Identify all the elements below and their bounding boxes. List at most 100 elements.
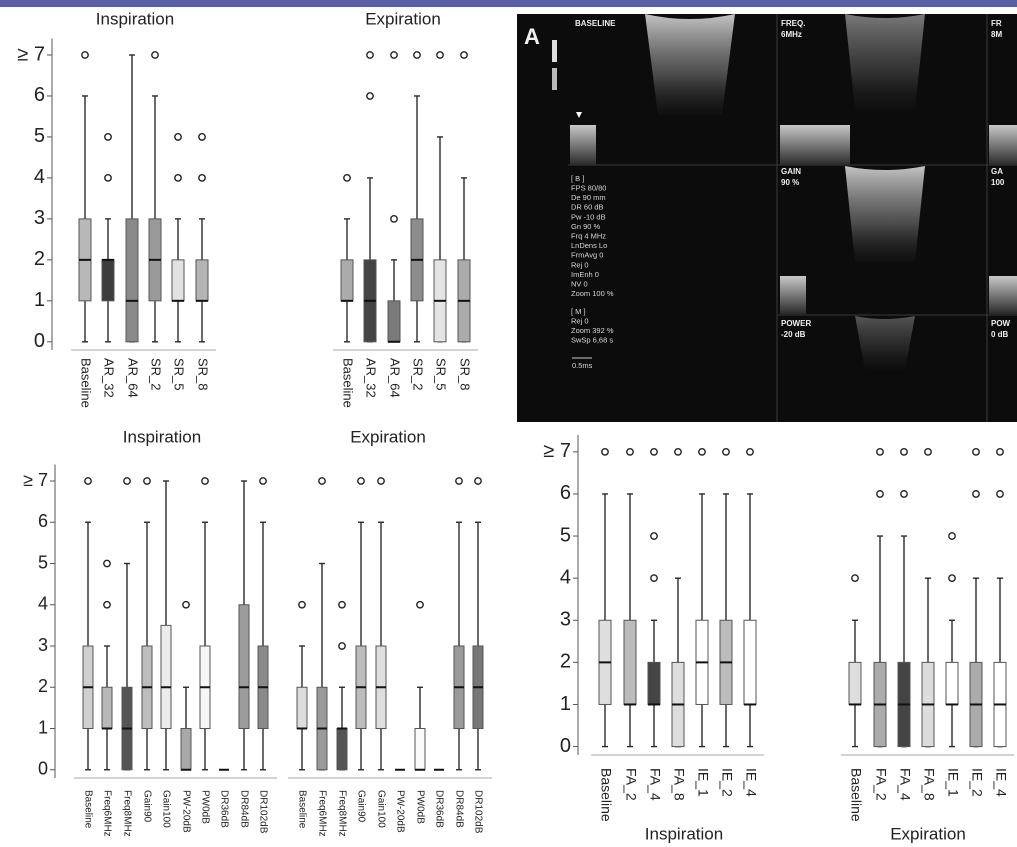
tile-setting: 90 % [781,178,799,187]
outlier [367,52,373,58]
y-tick-label: ≥ 7 [543,440,571,462]
y-tick-label: 4 [34,166,45,188]
outlier [82,52,88,58]
x-tick-label: Gain100 [160,790,171,828]
outlier [391,52,397,58]
outlier [475,478,481,484]
x-tick-label: FA_4 [647,768,663,801]
y-tick-label: 2 [38,676,48,696]
outlier [414,52,420,58]
y-tick-label: 1 [38,717,48,737]
x-tick-label: SR_2 [411,358,426,391]
param-line: Frq 4 MHz [571,231,606,240]
param-line: FPS 80/80 [571,183,606,192]
group-title: Expiration [890,824,966,843]
param-line: Gn 90 % [571,222,601,231]
outlier [651,575,657,581]
outlier [877,491,883,497]
tile-title: FR [991,19,1002,28]
x-tick-label: PW0dB [414,790,425,824]
y-tick-label: 0 [560,735,571,757]
x-tick-label: Baseline [82,790,93,829]
outlier [175,175,181,181]
outlier [183,602,189,608]
outlier [199,134,205,140]
x-tick-label: IE_4 [743,768,759,797]
tile-title: POWER [781,319,811,328]
y-tick-label: 5 [34,125,45,147]
outlier [105,175,111,181]
x-tick-label: FA_2 [873,768,889,801]
outlier [199,175,205,181]
x-tick-label: IE_1 [945,768,961,797]
y-tick-label: 0 [38,759,48,779]
outlier [925,449,931,455]
m-mode-strip [989,276,1017,314]
outlier [378,478,384,484]
x-tick-label: DR36dB [218,790,229,828]
x-tick-label: DR102dB [257,790,268,834]
tile-title: POW [991,319,1011,328]
box-plot: 0123456≥ 7InspirationBaselineFA_2FA_4FA_… [543,435,1014,843]
x-tick-label: Baseline [341,358,356,408]
outlier [651,449,657,455]
outlier [358,478,364,484]
x-tick-label: Baseline [848,768,864,822]
x-tick-label: SR_5 [434,358,449,391]
box [297,687,307,728]
ultrasound-panel: A BASELINE FREQ. 6MHz FR 8M GAIN 90 % GA… [517,14,1017,422]
y-tick-label: 4 [560,566,571,588]
x-tick-label: DR102dB [472,790,483,834]
x-tick-label: Baseline [79,358,94,408]
outlier [747,449,753,455]
x-tick-label: Freq6MHz [316,790,327,837]
outlier [104,602,110,608]
outlier [105,134,111,140]
y-tick-label: ≥ 7 [17,43,45,65]
scan-fan [855,316,915,370]
group-title: Inspiration [96,9,174,28]
box [102,260,114,301]
outlier [339,602,345,608]
x-tick-label: Baseline [598,768,614,822]
box [102,687,112,728]
x-tick-label: AR_32 [102,358,117,398]
outlier [339,643,345,649]
outlier [997,491,1003,497]
param-line: De 90 mm [571,193,606,202]
panel-label: A [524,24,540,49]
outlier [602,449,608,455]
x-tick-label: DR36dB [433,790,444,828]
param-line: FrmAvg 0 [571,251,603,260]
outlier [901,449,907,455]
x-tick-label: PW0dB [199,790,210,824]
outlier [852,575,858,581]
tile-title: GA [991,167,1003,176]
outlier [417,602,423,608]
box [126,219,138,342]
group-title: Inspiration [123,427,201,446]
param-line: Zoom 100 % [571,289,614,298]
outlier [344,175,350,181]
y-tick-label: 3 [38,635,48,655]
outlier [367,93,373,99]
m-mode-strip [780,125,850,165]
box [946,662,958,704]
group-title: Expiration [350,427,426,446]
x-tick-label: SR_8 [458,358,473,391]
x-tick-label: SR_5 [172,358,187,391]
outlier [299,602,305,608]
outlier [949,533,955,539]
tile-title: BASELINE [575,19,616,28]
param-line: SwSp 6,68 s [571,336,613,345]
x-tick-label: IE_1 [695,768,711,797]
box [744,620,756,704]
m-mode-strip [570,125,596,165]
box [196,260,208,301]
outlier [456,478,462,484]
y-tick-label: 6 [38,511,48,531]
box [239,605,249,729]
x-tick-label: Gain90 [141,790,152,823]
outlier [461,52,467,58]
